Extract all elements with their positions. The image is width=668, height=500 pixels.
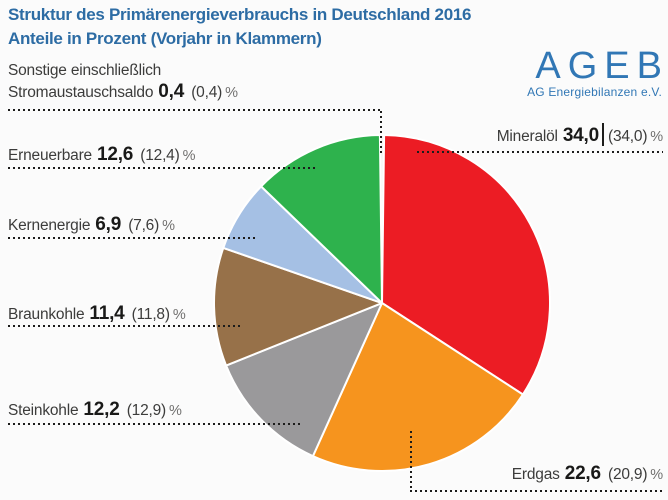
label-erdgas-name: Erdgas <box>511 466 560 483</box>
label-braunkohle-value: 11,4 <box>89 303 125 324</box>
label-erneuerbare-name: Erneuerbare <box>8 147 92 164</box>
label-steinkohle: Steinkohle 12,2 (12,9)% <box>8 399 182 422</box>
ageb-logo: AGEB AG Energiebilanzen e.V. <box>527 46 662 99</box>
leader-erdgas-vertical <box>410 431 412 490</box>
label-steinkohle-unit: % <box>168 403 182 419</box>
label-braunkohle-name: Braunkohle <box>8 306 85 323</box>
label-kernenergie-value: 6,9 <box>95 214 122 235</box>
pie-slice-braunkohle <box>213 246 383 367</box>
label-steinkohle-value: 12,2 <box>83 399 120 420</box>
label-erdgas-unit: % <box>650 467 663 483</box>
leader-erdgas-horizontal <box>410 490 663 492</box>
label-erdgas-prev: (20,9) <box>608 466 648 483</box>
pie-slice-steinkohle <box>225 302 383 458</box>
chart-title-line1: Struktur des Primärenergieverbrauchs in … <box>8 5 472 24</box>
chart-title: Struktur des Primärenergieverbrauchs in … <box>8 3 471 51</box>
pie-slice-erdgas <box>311 302 524 472</box>
label-sonstige-line1: Sonstige einschließlich <box>8 62 162 79</box>
label-mineraloel-value: 34,0 <box>562 125 599 146</box>
label-erdgas: Erdgas 22,6 (20,9)% <box>512 463 663 486</box>
label-erneuerbare: Erneuerbare 12,6 (12,4)% <box>8 144 195 167</box>
label-mineraloel-unit: % <box>650 129 663 145</box>
label-mineraloel-name: Mineralöl <box>496 128 558 145</box>
pie-slice-erneuerbare <box>260 134 383 304</box>
label-erneuerbare-unit: % <box>182 148 196 164</box>
label-steinkohle-name: Steinkohle <box>8 402 79 419</box>
label-erdgas-value: 22,6 <box>564 463 601 484</box>
leader-kernenergie <box>8 237 258 239</box>
label-braunkohle-unit: % <box>172 307 186 323</box>
leader-sonstige-horizontal <box>8 109 383 111</box>
logo-wordmark: AGEB <box>535 45 668 87</box>
logo-subtitle: AG Energiebilanzen e.V. <box>527 85 662 99</box>
label-steinkohle-prev: (12,9) <box>126 402 166 419</box>
label-mineraloel-divider <box>602 123 604 146</box>
label-kernenergie: Kernenergie 6,9 (7,6)% <box>8 214 175 237</box>
label-sonstige-value: 0,4 <box>158 81 185 102</box>
label-mineraloel: Mineralöl 34,0 (34,0)% <box>497 123 663 148</box>
label-sonstige: Sonstige einschließlich Stromaustauschsa… <box>8 60 238 104</box>
label-sonstige-line2: Stromaustauschsaldo 0,4 (0,4)% <box>8 81 238 104</box>
leader-steinkohle <box>8 423 302 425</box>
label-sonstige-name: Stromaustauschsaldo <box>8 84 154 101</box>
label-mineraloel-prev: (34,0) <box>608 128 648 145</box>
label-kernenergie-unit: % <box>162 218 175 234</box>
label-erneuerbare-prev: (12,4) <box>140 147 180 164</box>
pie-chart <box>213 133 551 472</box>
leader-sonstige-vertical <box>380 111 382 153</box>
chart-subtitle: Anteile in Prozent (Vorjahr in Klammern) <box>8 29 322 48</box>
label-sonstige-unit: % <box>225 85 238 101</box>
label-erneuerbare-value: 12,6 <box>96 144 134 165</box>
leader-braunkohle <box>8 325 243 327</box>
leader-mineraloel <box>417 151 663 153</box>
label-kernenergie-prev: (7,6) <box>128 217 160 234</box>
label-braunkohle-prev: (11,8) <box>131 306 170 323</box>
label-braunkohle: Braunkohle 11,4 (11,8)% <box>8 303 186 326</box>
label-kernenergie-name: Kernenergie <box>8 217 91 234</box>
label-sonstige-prev: (0,4) <box>191 84 223 101</box>
leader-erneuerbare <box>8 167 315 169</box>
